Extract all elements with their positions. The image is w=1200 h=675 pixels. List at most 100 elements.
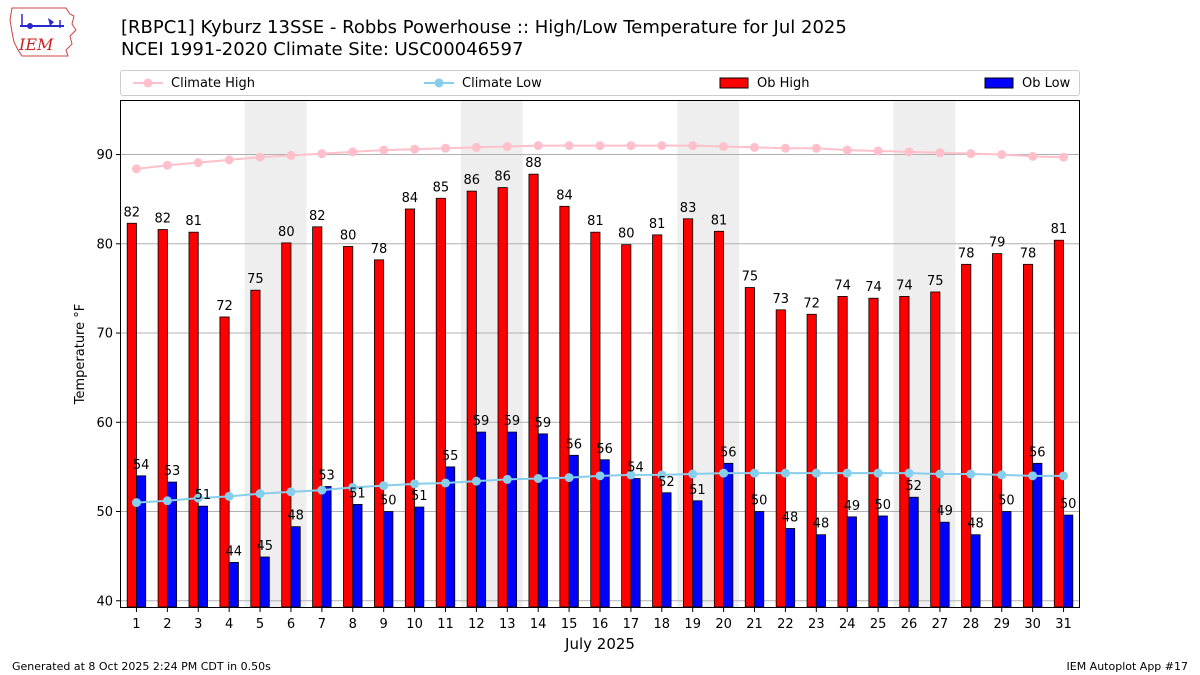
climate-low-point [193, 493, 203, 503]
x-tick-label: 18 [654, 617, 671, 632]
ob-high-bar [435, 197, 446, 608]
ob-low-bar [383, 511, 394, 608]
x-tick-label: 24 [839, 617, 856, 632]
y-tick-label: 40 [96, 594, 113, 609]
ob-low-bar [723, 462, 734, 608]
ob-low-label: 49 [936, 504, 953, 519]
ob-low-label: 53 [164, 464, 181, 479]
ob-low-label: 49 [844, 499, 861, 514]
climate-low-point [688, 469, 698, 479]
ob-high-bar [744, 287, 755, 608]
ob-low-label: 59 [504, 414, 521, 429]
ob-high-label: 75 [927, 274, 944, 289]
climate-low-point [750, 468, 760, 478]
ob-low-label: 44 [226, 544, 243, 559]
ob-low-label: 51 [689, 483, 706, 498]
ob-high-bar [837, 296, 848, 608]
ob-high-label: 82 [309, 209, 326, 224]
ob-low-bar [1063, 514, 1074, 608]
x-tick-label: 5 [256, 617, 264, 632]
ob-low-label: 54 [133, 458, 150, 473]
ob-low-bar [475, 431, 487, 608]
ob-high-bar [652, 234, 663, 608]
x-tick-label: 23 [808, 617, 825, 632]
climate-high-point [997, 150, 1007, 160]
climate-high-point [533, 141, 543, 151]
climate-high-point [255, 152, 265, 162]
ob-high-bar [250, 289, 261, 608]
climate-high-point [193, 158, 203, 168]
ob-high-bar [312, 226, 323, 608]
x-tick-label: 15 [561, 617, 578, 632]
ob-high-bar [188, 231, 199, 608]
ob-low-bar [290, 526, 301, 608]
ob-high-label: 74 [865, 280, 882, 295]
ob-high-bar [157, 229, 168, 608]
x-tick-label: 8 [349, 617, 357, 632]
ob-high-label: 78 [371, 242, 388, 257]
climate-low-point [410, 479, 420, 489]
ob-low-bar [846, 516, 857, 608]
ob-low-label: 50 [874, 498, 891, 513]
x-tick-label: 1 [132, 617, 140, 632]
ob-high-label: 75 [742, 270, 759, 285]
legend-label-climate-low: Climate Low [462, 75, 542, 91]
x-tick-label: 29 [993, 617, 1010, 632]
climate-low-point [471, 476, 481, 486]
climate-high-point [966, 149, 976, 159]
ob-low-bar [1032, 462, 1043, 608]
climate-high-point [224, 155, 234, 165]
climate-high-point [471, 142, 481, 152]
ob-high-label: 80 [618, 227, 635, 242]
ob-low-bar [414, 506, 425, 608]
app-credit: IEM Autoplot App #17 [1066, 660, 1189, 673]
ob-high-bar [775, 309, 786, 608]
x-tick-label: 21 [746, 617, 763, 632]
climate-high-point [595, 141, 605, 151]
ob-high-label: 86 [463, 173, 480, 188]
climate-low-point [780, 468, 790, 478]
iem-logo: IEM [9, 7, 77, 57]
climate-low-point [657, 470, 667, 480]
ob-high-bar [621, 244, 632, 608]
ob-high-bar [806, 313, 817, 608]
climate-low-point [904, 468, 914, 478]
climate-high-point [379, 145, 389, 155]
climate-low-point [842, 468, 852, 478]
ob-low-label: 51 [349, 486, 366, 501]
ob-high-label: 84 [556, 188, 573, 203]
svg-text:IEM: IEM [18, 35, 54, 54]
ob-low-bar [815, 534, 826, 608]
x-tick-label: 17 [623, 617, 640, 632]
ob-high-bar [281, 242, 292, 608]
climate-low-point [317, 485, 327, 495]
ob-low-bar [537, 433, 548, 608]
ob-low-label: 45 [256, 539, 273, 554]
ob-high-bar [126, 222, 137, 608]
climate-high-point [348, 147, 358, 157]
ob-high-bar [1053, 239, 1064, 608]
y-tick-label: 60 [96, 416, 113, 431]
ob-low-bar [228, 561, 239, 608]
ob-high-label: 86 [494, 170, 511, 185]
climate-low-point [162, 496, 172, 506]
x-tick-label: 4 [225, 617, 233, 632]
x-tick-label: 6 [287, 617, 295, 632]
climate-high-point [719, 142, 729, 152]
ob-high-label: 85 [433, 180, 450, 195]
legend-item-climate-low: Climate Low [424, 71, 542, 95]
climate-high-swatch-icon [133, 78, 163, 88]
ob-low-label: 48 [813, 517, 830, 532]
ob-low-bar [1001, 511, 1012, 608]
climate-lines [131, 141, 1069, 508]
climate-high-point [873, 146, 883, 156]
ob-high-label: 83 [680, 201, 697, 216]
ob-high-label: 81 [649, 217, 666, 232]
ob-high-label: 82 [124, 205, 141, 220]
ob-low-label: 52 [658, 475, 675, 490]
x-tick-label: 20 [715, 617, 732, 632]
ob-high-label: 80 [340, 228, 357, 243]
climate-high-point [657, 141, 667, 151]
legend-item-climate-high: Climate High [133, 71, 255, 95]
